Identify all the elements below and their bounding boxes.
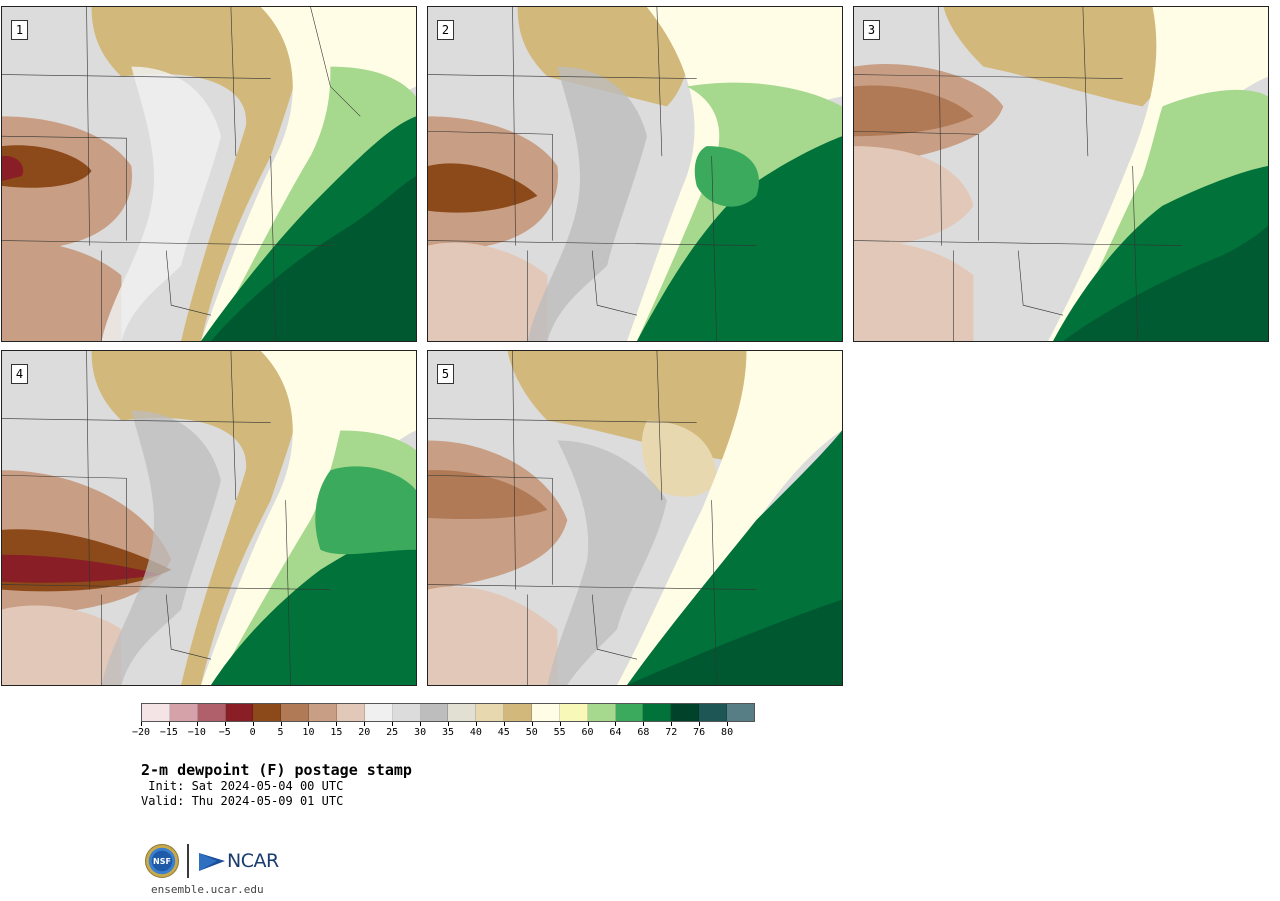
colorbar-segment — [615, 704, 644, 721]
colorbar-tick-mark — [392, 722, 394, 726]
dewpoint-map-5 — [428, 351, 842, 685]
colorbar-tick-label: 45 — [497, 727, 510, 738]
logo-divider — [187, 844, 189, 878]
panel-number-label: 3 — [863, 20, 880, 40]
colorbar-segment — [392, 704, 421, 721]
panel-number-label: 2 — [437, 20, 454, 40]
colorbar-tick-label: 0 — [249, 727, 256, 738]
panel-number-label: 5 — [437, 364, 454, 384]
colorbar-tick-mark — [141, 722, 142, 726]
valid-time: Valid: Thu 2024-05-09 01 UTC — [141, 794, 344, 808]
colorbar-segment — [559, 704, 588, 721]
colorbar-tick-mark — [531, 722, 533, 726]
colorbar-tick-label: 60 — [581, 727, 594, 738]
ncar-logo: NCAR — [199, 850, 279, 872]
colorbar-segment — [309, 704, 338, 721]
init-time: Init: Sat 2024-05-04 00 UTC — [141, 779, 344, 793]
colorbar-tick-label: 30 — [414, 727, 427, 738]
colorbar-tick-label: 80 — [721, 727, 734, 738]
colorbar-tick-label: 10 — [302, 727, 315, 738]
map-panel-5: 5 — [427, 350, 843, 686]
colorbar-segment — [671, 704, 700, 721]
panel-number-label: 4 — [11, 364, 28, 384]
logo-group: NSF NCAR — [145, 843, 279, 879]
colorbar-tick-label: −10 — [187, 727, 206, 738]
colorbar-tick-mark — [420, 722, 422, 726]
colorbar-segment — [281, 704, 310, 721]
colorbar-tick-mark — [587, 722, 589, 726]
colorbar-segment — [476, 704, 505, 721]
colorbar-tick-label: 64 — [609, 727, 622, 738]
map-panel-4: 4 — [1, 350, 417, 686]
map-panel-1: 1 — [1, 6, 417, 342]
colorbar-segment — [197, 704, 226, 721]
colorbar-tick-label: 72 — [665, 727, 678, 738]
colorbar-segment — [587, 704, 616, 721]
colorbar-segment — [225, 704, 254, 721]
dewpoint-map-3 — [854, 7, 1268, 341]
colorbar-tick-labels: −20 −15 −10 −5 0 5 10 15 20 25 30 35 40 45 50 55 60 64 68 7… — [132, 722, 755, 742]
colorbar-tick-label: 68 — [637, 727, 650, 738]
website-url: ensemble.ucar.edu — [151, 883, 264, 896]
colorbar-tick-mark — [475, 722, 477, 726]
colorbar-segment — [504, 704, 533, 721]
colorbar-tick-label: −15 — [159, 727, 178, 738]
dewpoint-colorbar — [141, 703, 755, 722]
colorbar-tick-label: 15 — [330, 727, 343, 738]
colorbar-tick-mark — [727, 722, 729, 726]
colorbar-segment — [364, 704, 393, 721]
colorbar-tick-label: 20 — [358, 727, 371, 738]
colorbar-segment — [420, 704, 449, 721]
colorbar-segment — [337, 704, 365, 721]
colorbar-segment — [169, 704, 198, 721]
nsf-logo: NSF — [145, 844, 179, 878]
plot-title: 2-m dewpoint (F) postage stamp — [141, 761, 412, 779]
colorbar-segment — [643, 704, 672, 721]
colorbar-segment — [532, 704, 560, 721]
colorbar-segment — [142, 704, 170, 721]
dewpoint-map-4 — [2, 351, 416, 685]
colorbar-tick-label: 40 — [469, 727, 482, 738]
colorbar-tick-mark — [336, 722, 338, 726]
nsf-logo-text: NSF — [153, 856, 171, 866]
colorbar-tick-label: −20 — [131, 727, 151, 738]
map-panel-2: 2 — [427, 6, 843, 342]
colorbar-tick-mark — [643, 722, 645, 726]
map-panel-3: 3 — [853, 6, 1269, 342]
dewpoint-map-1 — [2, 7, 416, 341]
colorbar-tick-mark — [196, 722, 198, 726]
dewpoint-map-2 — [428, 7, 842, 341]
colorbar-tick-label: 76 — [693, 727, 706, 738]
colorbar-tick-label: 55 — [553, 727, 566, 738]
colorbar-segment — [448, 704, 477, 721]
colorbar-tick-label: 50 — [525, 727, 538, 738]
ncar-logo-text: NCAR — [227, 850, 279, 872]
colorbar-segment — [699, 704, 728, 721]
colorbar-tick-mark — [699, 722, 701, 726]
colorbar-tick-mark — [615, 722, 617, 726]
colorbar-tick-label: 25 — [386, 727, 399, 738]
colorbar-tick-mark — [224, 722, 226, 726]
colorbar-tick-mark — [280, 722, 282, 726]
colorbar-tick-mark — [252, 722, 254, 726]
colorbar-tick-mark — [364, 722, 366, 726]
colorbar-tick-mark — [448, 722, 449, 726]
colorbar-segment — [253, 704, 282, 721]
colorbar-tick-mark — [308, 722, 310, 726]
colorbar-tick-mark — [168, 722, 170, 726]
colorbar-tick-mark — [671, 722, 673, 726]
colorbar-tick-mark — [503, 722, 505, 726]
colorbar-tick-label: 5 — [277, 727, 284, 738]
colorbar-tick-label: 35 — [441, 727, 455, 738]
colorbar-tick-label: −5 — [218, 727, 231, 738]
colorbar-tick-mark — [559, 722, 561, 726]
panel-number-label: 1 — [11, 20, 28, 40]
colorbar-segment — [727, 704, 754, 721]
ncar-mark-icon — [199, 853, 225, 871]
